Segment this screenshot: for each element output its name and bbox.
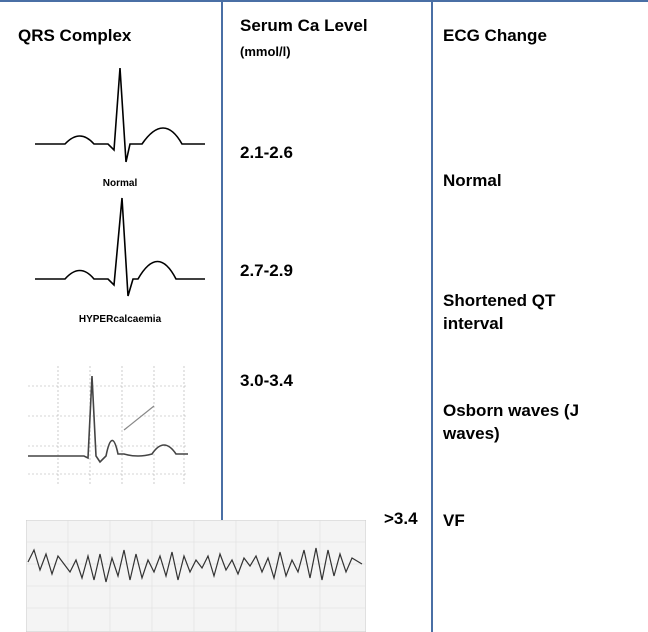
- level-cell: >3.4: [384, 509, 418, 528]
- change-cell: Shortened QT interval: [443, 291, 556, 333]
- ecg-normal: [35, 67, 205, 163]
- level-cell: 3.0-3.4: [240, 371, 293, 390]
- header-unit: (mmol/l): [240, 44, 291, 59]
- level-cell: 2.1-2.6: [240, 143, 293, 162]
- header-cell: QRS Complex: [18, 26, 132, 45]
- column-divider: [431, 0, 433, 632]
- change-cell: Normal: [443, 171, 502, 190]
- level-cell: 2.7-2.9: [240, 261, 293, 280]
- change-cell: VF: [443, 511, 465, 530]
- column-divider: [221, 0, 223, 520]
- ecg-vf: [26, 520, 366, 632]
- header-cell: Serum Ca Level: [240, 16, 368, 35]
- change-cell: Osborn waves (J waves): [443, 401, 580, 443]
- ecg-caption: HYPERcalcaemia: [78, 314, 162, 325]
- top-border: [0, 0, 648, 2]
- header-cell: ECG Change: [443, 26, 547, 45]
- ecg-hypercalcaemia: [35, 197, 205, 297]
- ecg-osborn: [28, 366, 188, 484]
- ecg-caption: Normal: [102, 178, 138, 189]
